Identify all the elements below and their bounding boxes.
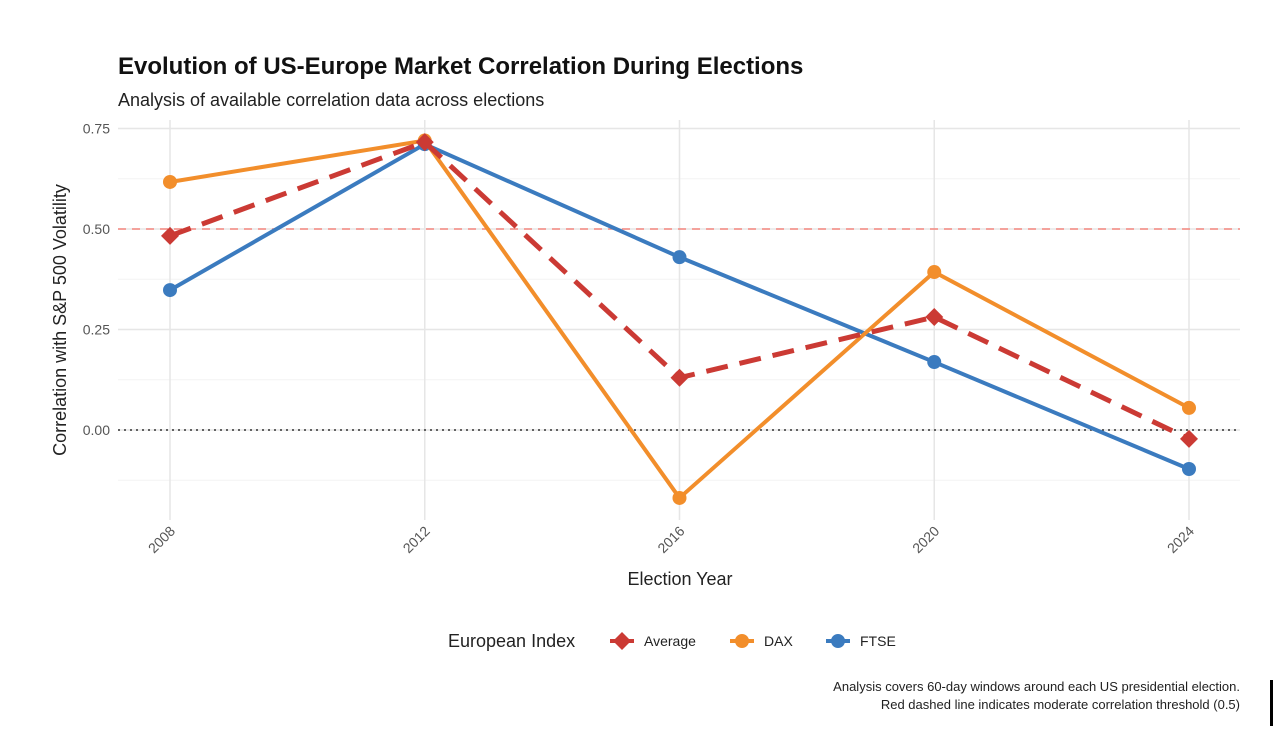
- data-point: [415, 133, 434, 152]
- data-point: [161, 226, 179, 245]
- y-tick-label: 0.50: [83, 221, 110, 237]
- x-tick-labels: 2008 2012 2016 2020 2024: [145, 523, 1197, 556]
- y-axis-title: Correlation with S&P 500 Volatility: [50, 184, 70, 456]
- x-tick-label: 2008: [145, 523, 178, 556]
- legend: European Index Average DAX FTSE: [448, 631, 896, 651]
- legend-marker: [735, 634, 749, 648]
- legend-title: European Index: [448, 631, 575, 651]
- y-tick-label: 0.00: [83, 422, 110, 438]
- grid: [118, 120, 1240, 520]
- data-point: [1180, 429, 1198, 448]
- data-point: [925, 308, 944, 327]
- x-tick-label: 2024: [1164, 523, 1197, 556]
- y-tick-label: 0.25: [83, 322, 110, 338]
- edge-mark: [1270, 680, 1273, 726]
- y-tick-labels: 0.00 0.25 0.50 0.75: [83, 121, 110, 439]
- legend-item-average: Average: [610, 632, 696, 650]
- data-point: [163, 174, 177, 189]
- chart-subtitle: Analysis of available correlation data a…: [118, 90, 544, 110]
- legend-marker: [613, 632, 631, 650]
- legend-label: DAX: [764, 633, 793, 649]
- legend-marker: [831, 634, 845, 648]
- data-point: [1182, 400, 1196, 415]
- chart-title: Evolution of US-Europe Market Correlatio…: [118, 53, 803, 80]
- legend-item-dax: DAX: [730, 633, 793, 649]
- data-point: [927, 265, 942, 280]
- legend-label: Average: [644, 633, 696, 649]
- series-average: [161, 133, 1198, 448]
- legend-label: FTSE: [860, 633, 896, 649]
- data-point: [672, 250, 687, 265]
- legend-item-ftse: FTSE: [826, 633, 896, 649]
- x-tick-label: 2020: [909, 523, 942, 556]
- x-axis-title: Election Year: [627, 569, 732, 589]
- caption-line-2: Red dashed line indicates moderate corre…: [881, 697, 1240, 712]
- data-point: [672, 490, 687, 505]
- x-tick-label: 2012: [400, 523, 433, 556]
- data-point: [163, 283, 177, 298]
- reference-lines: [118, 228, 1240, 431]
- data-point: [670, 368, 689, 387]
- y-tick-label: 0.75: [83, 121, 110, 137]
- series: [161, 133, 1198, 505]
- caption-line-1: Analysis covers 60-day windows around ea…: [833, 679, 1240, 694]
- x-tick-label: 2016: [654, 523, 687, 556]
- data-point: [1182, 461, 1196, 476]
- data-point: [927, 355, 942, 370]
